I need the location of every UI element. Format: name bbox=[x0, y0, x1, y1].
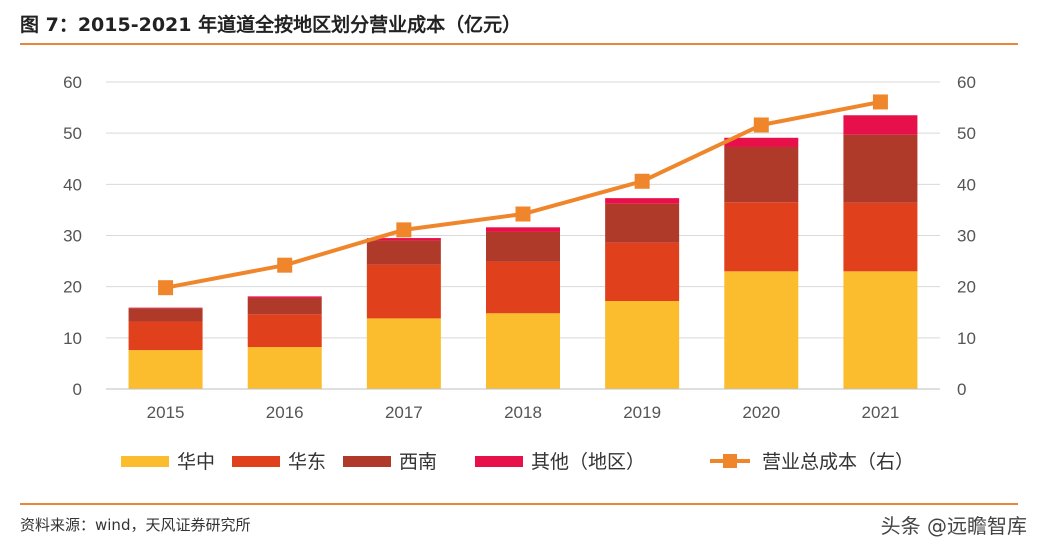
bar-segment bbox=[486, 261, 560, 314]
x-tick-label: 2020 bbox=[742, 403, 780, 422]
bar-segment bbox=[724, 146, 799, 203]
legend-swatch bbox=[121, 456, 169, 467]
bar-segment bbox=[605, 242, 680, 301]
bar-segment bbox=[724, 137, 799, 147]
bar-segment bbox=[128, 308, 203, 322]
bar-segment bbox=[486, 231, 560, 262]
legend-swatch bbox=[343, 456, 391, 467]
x-tick-label: 2015 bbox=[147, 403, 185, 422]
line-point bbox=[753, 117, 769, 133]
bar-segment bbox=[247, 347, 322, 389]
bar-segment bbox=[128, 350, 203, 389]
watermark: 头条 @远瞻智库 bbox=[880, 514, 1027, 538]
y-tick-label: 40 bbox=[63, 175, 82, 194]
bar-segment bbox=[247, 314, 322, 348]
line-point bbox=[634, 173, 650, 189]
y-tick-label: 60 bbox=[63, 73, 82, 92]
legend-item: 华中 bbox=[121, 451, 215, 473]
tick-labels: 0 10 20 30 40 50 60 0 10 20 30 40 50 60 2015 2016 2017 20… bbox=[63, 73, 976, 422]
y-tick-label: 30 bbox=[63, 227, 82, 246]
bar-segment bbox=[128, 307, 203, 309]
line-point bbox=[158, 280, 174, 296]
legend-label: 华中 bbox=[177, 451, 215, 473]
bar-segment bbox=[366, 318, 441, 389]
x-tick-label: 2019 bbox=[623, 403, 661, 422]
line-point bbox=[277, 257, 293, 273]
bar-segment bbox=[843, 271, 918, 389]
bar-segment bbox=[247, 297, 322, 315]
legend-label: 营业总成本（右） bbox=[762, 451, 914, 473]
bar-segment bbox=[724, 271, 799, 389]
figure-title: 图 7：2015-2021 年道道全按地区划分营业成本（亿元） bbox=[20, 14, 522, 36]
legend: 华中 华东 西南 其他（地区） 营业总成本（右） bbox=[121, 451, 914, 473]
bar-segment bbox=[486, 227, 560, 232]
bar-segment bbox=[366, 264, 441, 319]
title-divider bbox=[20, 43, 1018, 45]
bar-segment bbox=[247, 296, 322, 298]
legend-item: 华东 bbox=[232, 451, 326, 473]
bar-segment bbox=[724, 202, 799, 272]
legend-item: 其他（地区） bbox=[475, 451, 645, 473]
y2-tick-label: 10 bbox=[957, 329, 976, 348]
y-tick-label: 10 bbox=[63, 329, 82, 348]
legend-swatch bbox=[232, 456, 280, 467]
y2-tick-label: 60 bbox=[957, 73, 976, 92]
legend-label: 其他（地区） bbox=[531, 451, 645, 473]
legend-swatch bbox=[475, 456, 523, 467]
source-divider bbox=[20, 503, 1018, 505]
y-tick-label: 0 bbox=[73, 380, 82, 399]
bar-segment bbox=[366, 240, 441, 265]
x-tick-label: 2016 bbox=[266, 403, 304, 422]
bar-segment bbox=[843, 134, 918, 203]
legend-item: 营业总成本（右） bbox=[710, 451, 914, 473]
legend-item: 西南 bbox=[343, 451, 437, 473]
y-tick-label: 20 bbox=[63, 278, 82, 297]
bar-segment bbox=[366, 238, 441, 241]
source-note: 资料来源：wind，天风证券研究所 bbox=[20, 516, 251, 534]
y2-tick-label: 40 bbox=[957, 175, 976, 194]
y2-tick-label: 50 bbox=[957, 124, 976, 143]
x-tick-label: 2021 bbox=[862, 403, 900, 422]
bar-segment bbox=[605, 198, 680, 204]
x-tick-label: 2017 bbox=[385, 403, 423, 422]
y2-tick-label: 20 bbox=[957, 278, 976, 297]
bar-segment bbox=[843, 202, 918, 272]
bar-stacks bbox=[128, 115, 918, 389]
legend-label: 西南 bbox=[399, 451, 437, 473]
y2-tick-label: 0 bbox=[957, 380, 966, 399]
legend-marker bbox=[723, 454, 737, 468]
bar-segment bbox=[843, 115, 918, 135]
x-tick-label: 2018 bbox=[504, 403, 542, 422]
legend-label: 华东 bbox=[288, 451, 326, 473]
line-point bbox=[515, 206, 531, 222]
y2-tick-label: 30 bbox=[957, 227, 976, 246]
y-tick-label: 50 bbox=[63, 124, 82, 143]
line-point bbox=[872, 94, 888, 110]
bar-segment bbox=[605, 203, 680, 243]
bar-segment bbox=[605, 300, 680, 389]
bar-segment bbox=[486, 313, 560, 389]
line-point bbox=[396, 222, 412, 238]
total-cost-line bbox=[158, 94, 888, 296]
bar-segment bbox=[128, 321, 203, 351]
